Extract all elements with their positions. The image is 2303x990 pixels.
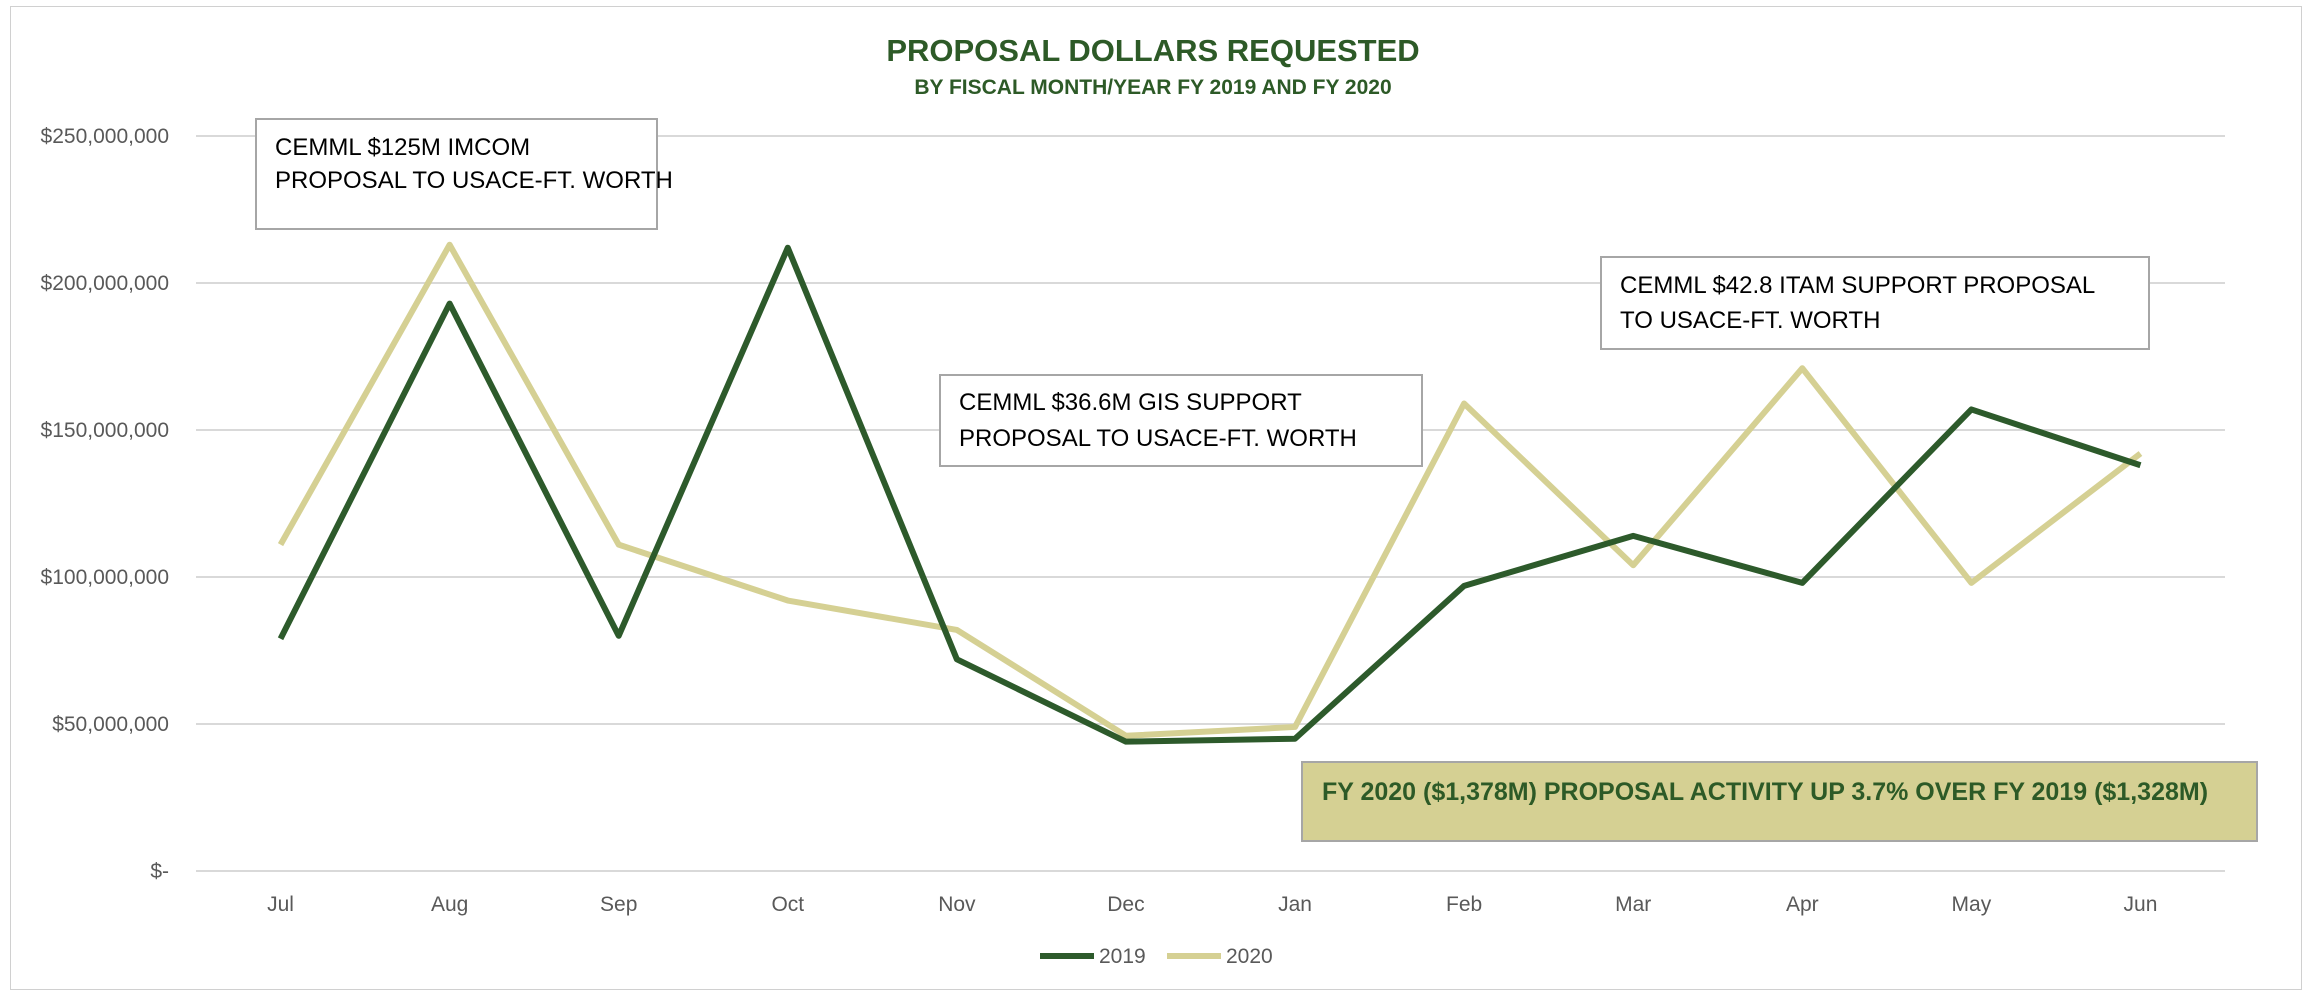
y-axis-ticks: $- $50,000,000 $100,000,000 $150,000,000 $20… <box>41 125 169 883</box>
chart-subtitle: BY FISCAL MONTH/YEAR FY 2019 AND FY 2020 <box>914 76 1391 99</box>
y-tick-label: $- <box>150 860 169 883</box>
y-tick-label: $100,000,000 <box>41 566 169 589</box>
highlight-callout: FY 2020 ($1,378M) PROPOSAL ACTIVITY UP 3… <box>1301 761 2258 842</box>
x-tick-label: Nov <box>938 893 976 916</box>
annotation-line: CEMML $36.6M GIS SUPPORT <box>959 389 1302 416</box>
x-tick-label: Aug <box>431 893 468 916</box>
annotation-box <box>939 374 1423 467</box>
highlight-box <box>1301 761 2258 842</box>
x-axis-ticks: Jul Aug Sep Oct Nov Dec Jan Feb Mar Apr May Jun <box>267 893 2157 916</box>
x-tick-label: Oct <box>771 893 804 916</box>
y-tick-label: $200,000,000 <box>41 272 169 295</box>
y-tick-label: $150,000,000 <box>41 419 169 442</box>
annotation-box <box>255 118 658 230</box>
series-line-2020 <box>277 241 2143 739</box>
annotation-line: CEMML $42.8 ITAM SUPPORT PROPOSAL <box>1620 272 2095 299</box>
series-lines <box>277 241 2143 745</box>
annotation-box <box>1600 256 2150 350</box>
x-tick-label: Jun <box>2124 893 2158 916</box>
series-line-2019 <box>277 244 2142 745</box>
chart-title: PROPOSAL DOLLARS REQUESTED <box>886 33 1419 68</box>
x-tick-label: Mar <box>1615 893 1651 916</box>
annotation-line: PROPOSAL TO USACE-FT. WORTH <box>959 425 1357 452</box>
x-tick-label: Jul <box>267 893 294 916</box>
x-tick-label: May <box>1952 893 1992 916</box>
legend-label-2019: 2019 <box>1099 945 1146 968</box>
annotation-line: PROPOSAL TO USACE-FT. WORTH <box>275 167 673 194</box>
annotation-imcom: CEMML $125M IMCOM PROPOSAL TO USACE-FT. … <box>255 118 673 230</box>
annotation-line: TO USACE-FT. WORTH <box>1620 307 1880 334</box>
x-tick-label: Sep <box>600 893 637 916</box>
annotation-itam: CEMML $42.8 ITAM SUPPORT PROPOSAL TO USA… <box>1600 256 2150 350</box>
gridlines <box>196 135 2225 872</box>
y-tick-label: $250,000,000 <box>41 125 169 148</box>
x-tick-label: Dec <box>1107 893 1144 916</box>
annotation-gis: CEMML $36.6M GIS SUPPORT PROPOSAL TO USA… <box>939 374 1423 467</box>
annotation-line: CEMML $125M IMCOM <box>275 134 530 161</box>
y-tick-label: $50,000,000 <box>52 713 169 736</box>
x-tick-label: Apr <box>1786 893 1819 916</box>
legend-label-2020: 2020 <box>1226 945 1273 968</box>
x-tick-label: Jan <box>1278 893 1312 916</box>
legend: 2019 2020 <box>1040 945 1273 968</box>
highlight-text: FY 2020 ($1,378M) PROPOSAL ACTIVITY UP 3… <box>1322 778 2208 806</box>
x-tick-label: Feb <box>1446 893 1482 916</box>
